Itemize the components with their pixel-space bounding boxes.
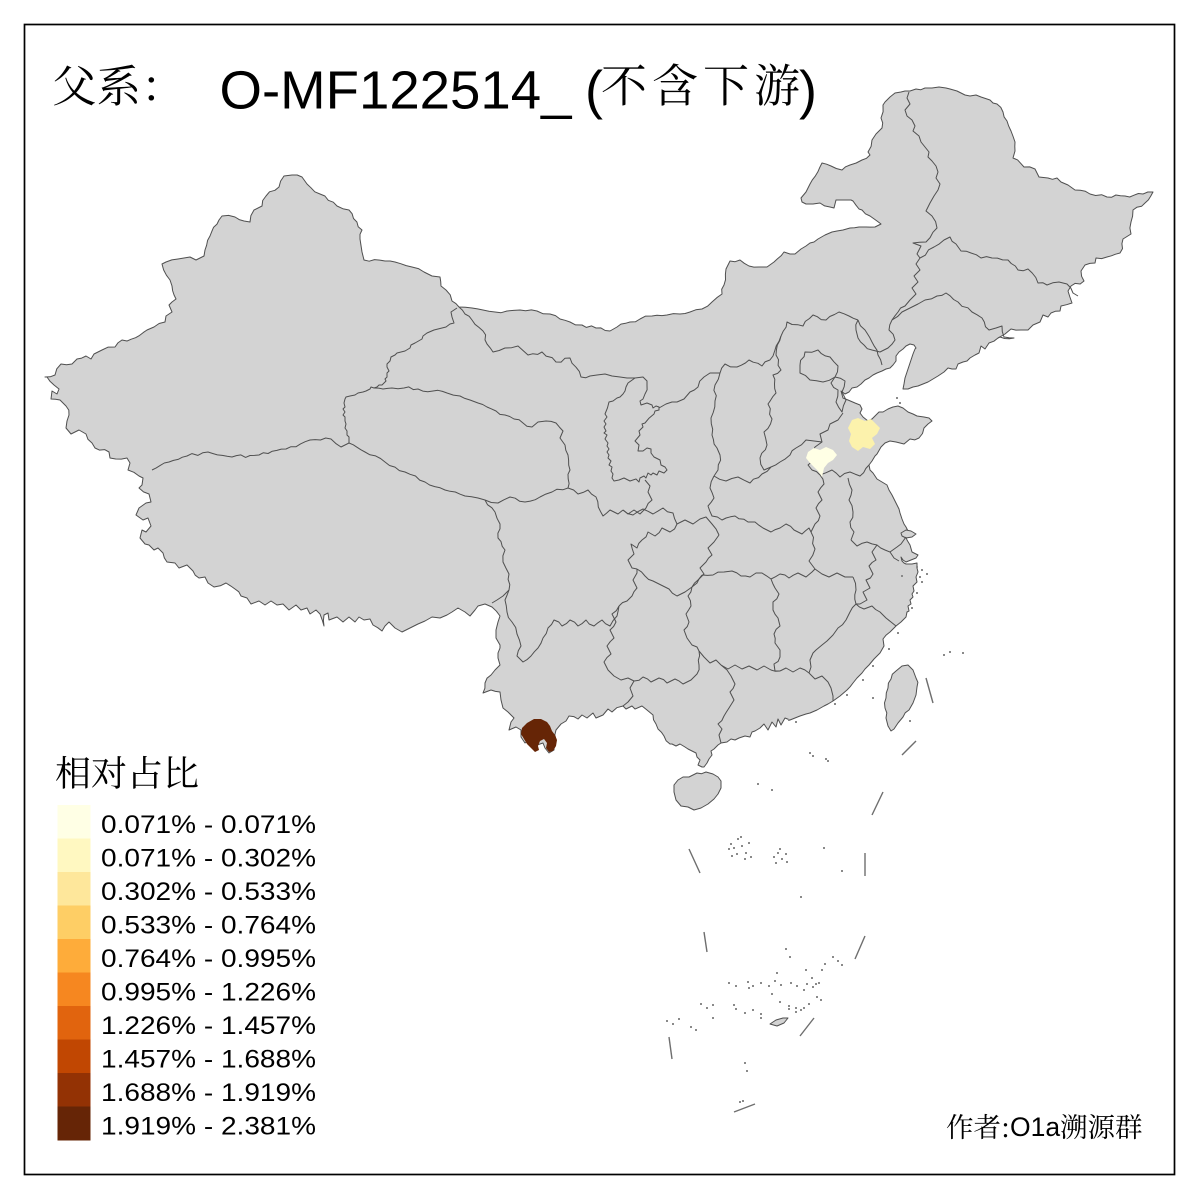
svg-text:0.533% - 0.764%: 0.533% - 0.764% (101, 911, 316, 939)
svg-text:1.919% - 2.381%: 1.919% - 2.381% (101, 1112, 316, 1140)
svg-text:0.995% - 1.226%: 0.995% - 1.226% (101, 978, 316, 1006)
svg-text:1.457% - 1.688%: 1.457% - 1.688% (101, 1045, 316, 1073)
svg-text:1.226% - 1.457%: 1.226% - 1.457% (101, 1012, 316, 1040)
svg-text:0.071% - 0.302%: 0.071% - 0.302% (101, 844, 316, 872)
svg-text:0.302% - 0.533%: 0.302% - 0.533% (101, 878, 316, 906)
svg-text:O1a: O1a (1010, 1112, 1060, 1142)
svg-text:0.764% - 0.995%: 0.764% - 0.995% (101, 945, 316, 973)
svg-text:1.688% - 1.919%: 1.688% - 1.919% (101, 1079, 316, 1107)
svg-text:0.071% - 0.071%: 0.071% - 0.071% (101, 811, 316, 839)
svg-text:(: ( (585, 60, 603, 120)
svg-text:O-MF122514_: O-MF122514_ (220, 60, 573, 120)
svg-text:): ) (799, 60, 817, 120)
